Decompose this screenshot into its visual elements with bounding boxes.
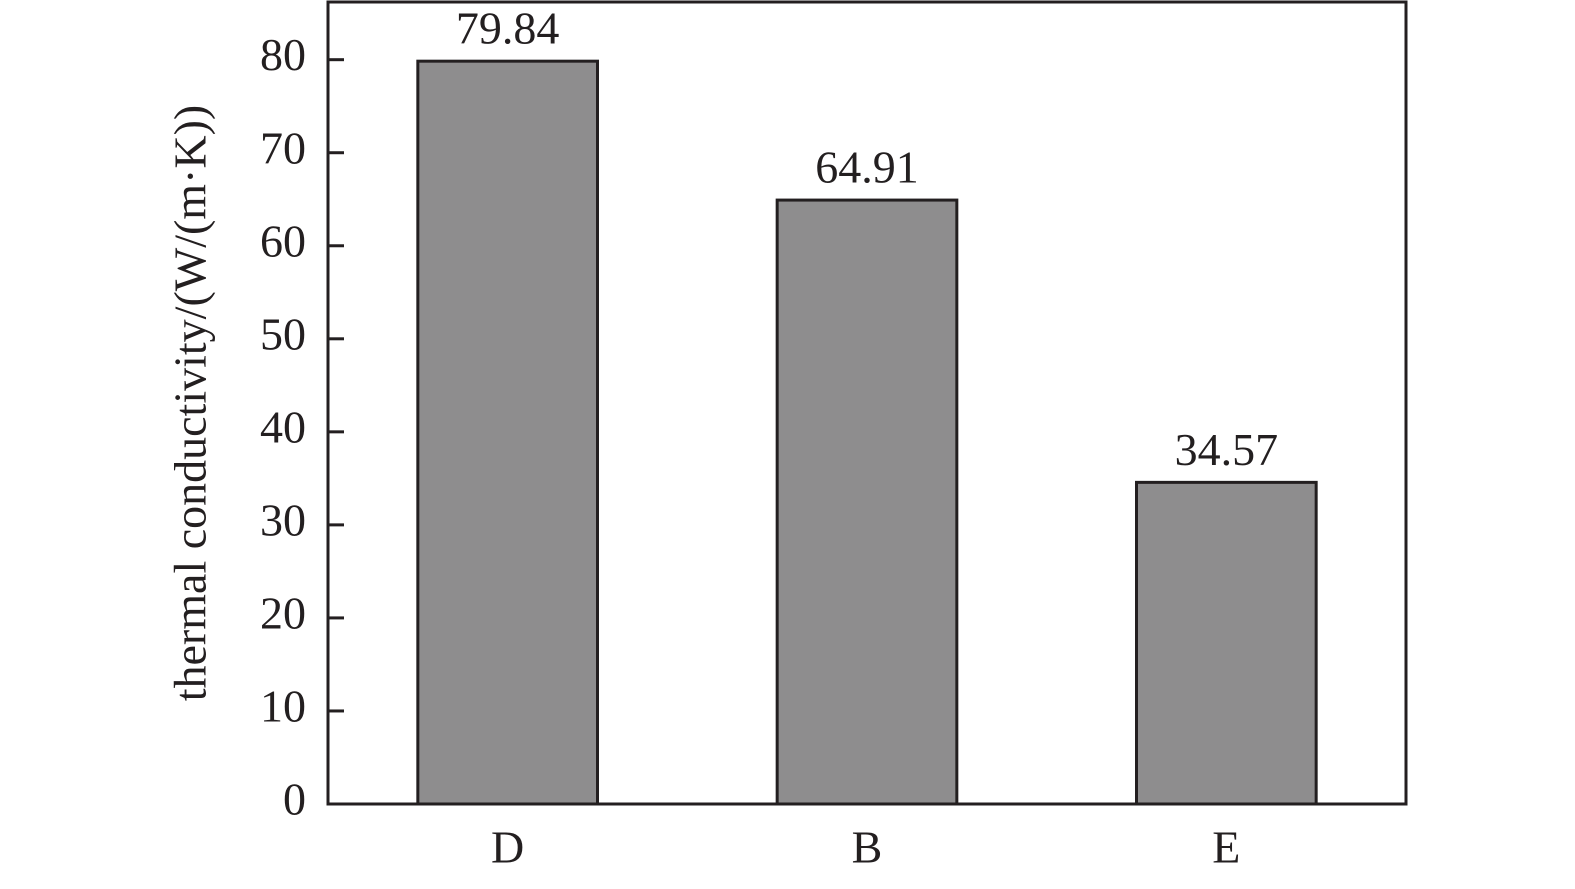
y-axis-label: thermal conductivity/(W/(m·K)) [165,105,216,702]
bar [1135,480,1318,806]
y-tick-label: 10 [260,681,306,732]
value-label: 79.84 [456,3,560,54]
x-tick-label: D [491,822,524,873]
y-tick-label: 40 [260,401,306,452]
y-tick-label: 30 [260,494,306,545]
y-tick-label: 50 [260,308,306,359]
x-tick-label: E [1212,822,1240,873]
plot-frame [326,0,1408,806]
y-tick-label: 60 [260,215,306,266]
bar [775,198,959,806]
bar [416,59,600,806]
x-tick-label: B [852,822,883,873]
y-tick-label: 70 [260,122,306,173]
value-label: 64.91 [815,142,919,193]
value-label: 34.57 [1175,424,1279,475]
y-tick-label: 0 [283,774,306,825]
y-tick-label: 20 [260,587,306,638]
y-tick-label: 80 [260,29,306,80]
